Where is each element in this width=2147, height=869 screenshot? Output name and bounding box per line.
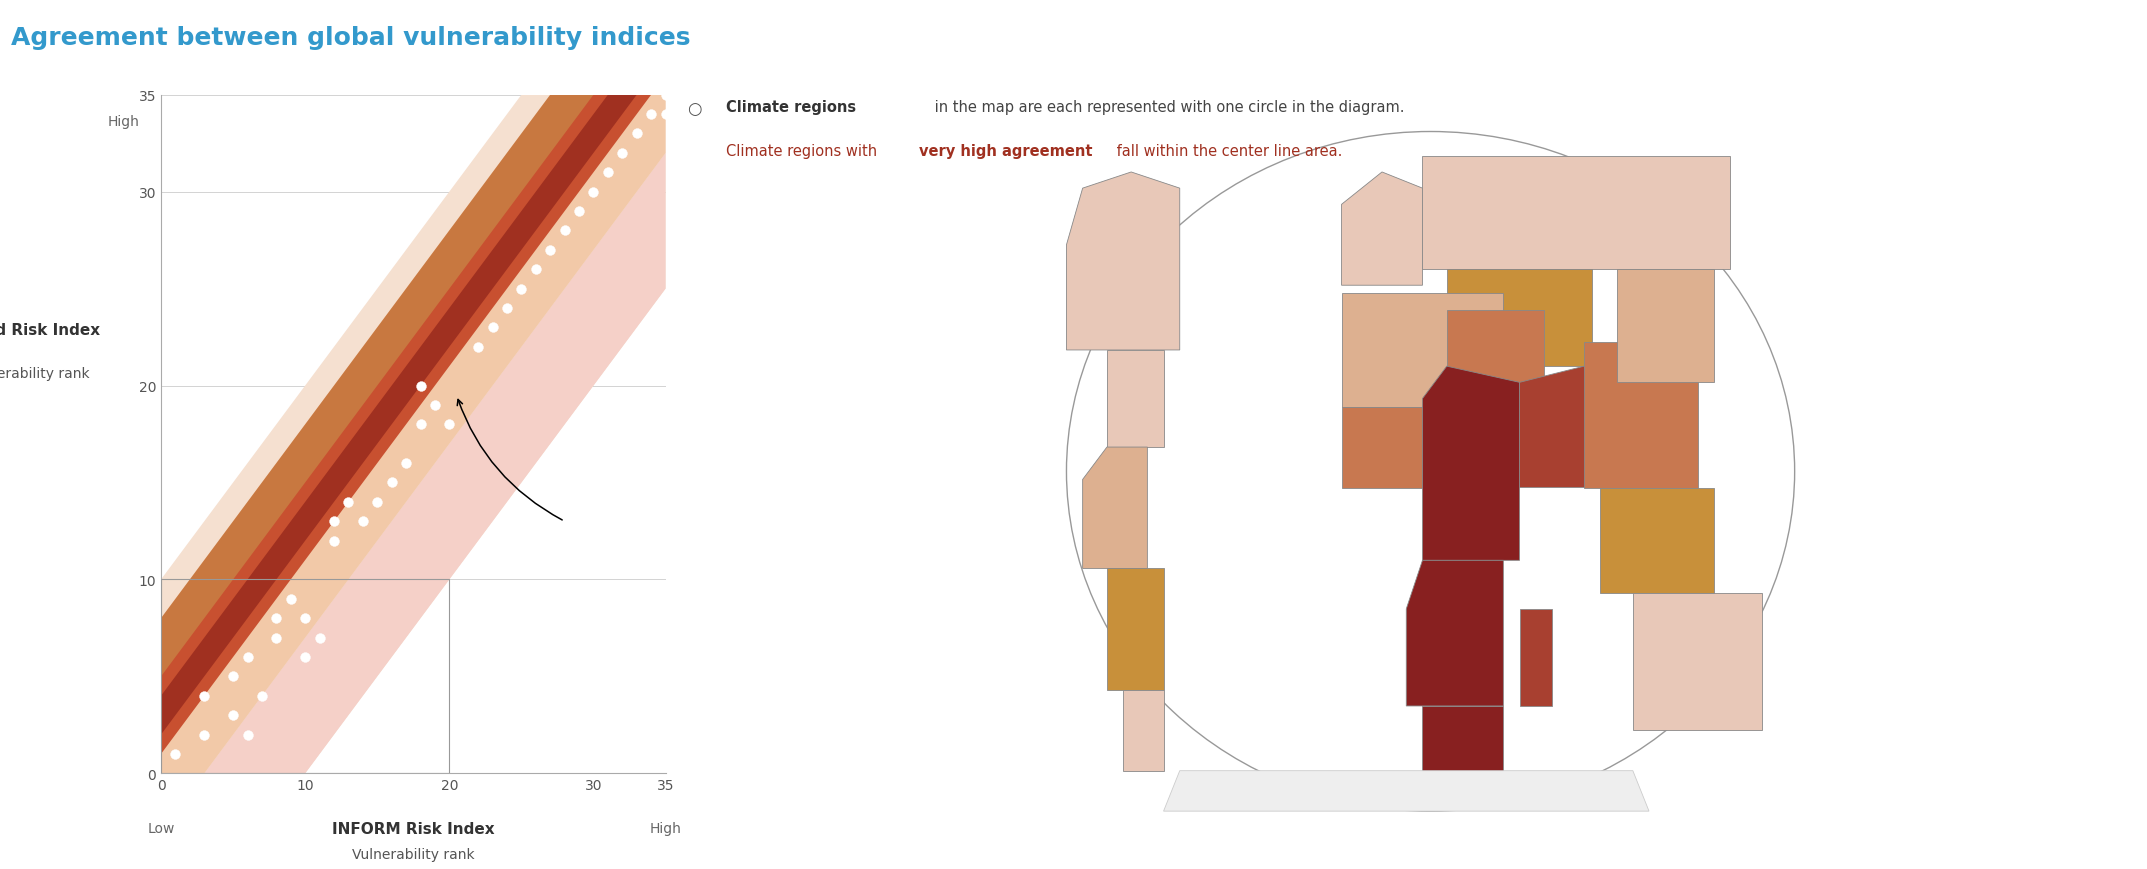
Text: Climate regions: Climate regions xyxy=(726,100,857,115)
Text: Vulnerability rank: Vulnerability rank xyxy=(0,367,90,381)
Point xyxy=(474,321,509,335)
Polygon shape xyxy=(161,96,666,773)
Polygon shape xyxy=(1108,568,1164,690)
Point xyxy=(432,418,466,432)
Bar xyxy=(1617,269,1713,383)
Polygon shape xyxy=(1423,706,1503,787)
Point xyxy=(288,650,322,664)
Point xyxy=(563,205,597,219)
Polygon shape xyxy=(161,96,666,773)
Bar xyxy=(1584,342,1698,488)
Text: Low: Low xyxy=(148,821,174,835)
Text: High: High xyxy=(107,115,140,129)
Point xyxy=(633,108,668,122)
Polygon shape xyxy=(1520,367,1617,488)
Polygon shape xyxy=(1342,173,1423,286)
Point xyxy=(419,399,453,413)
Text: Vulnerability rank: Vulnerability rank xyxy=(352,847,474,861)
Text: very high agreement: very high agreement xyxy=(919,143,1093,158)
Point xyxy=(217,708,251,722)
Text: World Risk Index: World Risk Index xyxy=(0,322,101,338)
Point xyxy=(505,282,539,296)
Polygon shape xyxy=(1406,561,1503,706)
Point xyxy=(187,689,221,703)
Polygon shape xyxy=(1164,771,1649,812)
Polygon shape xyxy=(161,154,666,773)
Point xyxy=(389,456,423,470)
Point xyxy=(288,612,322,626)
Text: Agreement between global vulnerability indices: Agreement between global vulnerability i… xyxy=(11,26,689,50)
Text: High: High xyxy=(651,821,681,835)
Point xyxy=(605,147,640,161)
Bar xyxy=(1423,156,1730,269)
Polygon shape xyxy=(161,96,666,715)
Point xyxy=(648,108,683,122)
Text: INFORM Risk Index: INFORM Risk Index xyxy=(333,821,494,836)
Point xyxy=(217,670,251,684)
Bar xyxy=(1447,310,1544,407)
Point xyxy=(331,495,365,509)
Polygon shape xyxy=(161,96,666,754)
Point xyxy=(490,302,524,315)
Point xyxy=(648,89,683,103)
Point xyxy=(230,650,264,664)
Point xyxy=(245,689,279,703)
Bar xyxy=(1634,593,1763,730)
Point xyxy=(303,631,337,645)
Point xyxy=(374,476,408,490)
Point xyxy=(187,727,221,741)
Point xyxy=(273,592,307,606)
Polygon shape xyxy=(1082,448,1146,568)
Bar xyxy=(1342,294,1503,407)
Polygon shape xyxy=(1342,407,1423,488)
Point xyxy=(590,166,625,180)
Polygon shape xyxy=(161,96,666,734)
Point xyxy=(346,514,380,528)
Bar xyxy=(1447,269,1593,367)
Point xyxy=(620,128,655,142)
Point xyxy=(260,631,294,645)
Point xyxy=(318,534,352,548)
Text: Climate regions with: Climate regions with xyxy=(726,143,882,158)
Point xyxy=(318,514,352,528)
Point xyxy=(361,495,395,509)
Polygon shape xyxy=(1123,690,1164,771)
Polygon shape xyxy=(1108,350,1164,448)
Text: fall within the center line area.: fall within the center line area. xyxy=(1112,143,1342,158)
Point xyxy=(462,341,496,355)
Bar xyxy=(1600,488,1713,593)
Point xyxy=(404,418,438,432)
Point xyxy=(230,727,264,741)
Point xyxy=(159,747,193,761)
Point xyxy=(547,224,582,238)
Polygon shape xyxy=(1067,173,1179,350)
Ellipse shape xyxy=(1067,132,1795,812)
Point xyxy=(404,379,438,393)
Polygon shape xyxy=(1520,609,1552,706)
Bar xyxy=(161,580,449,773)
Text: in the map are each represented with one circle in the diagram.: in the map are each represented with one… xyxy=(930,100,1404,115)
Point xyxy=(532,243,567,257)
Point xyxy=(260,612,294,626)
Point xyxy=(575,185,610,199)
Polygon shape xyxy=(1423,367,1520,561)
Text: ○: ○ xyxy=(687,100,702,118)
Point xyxy=(520,263,554,277)
